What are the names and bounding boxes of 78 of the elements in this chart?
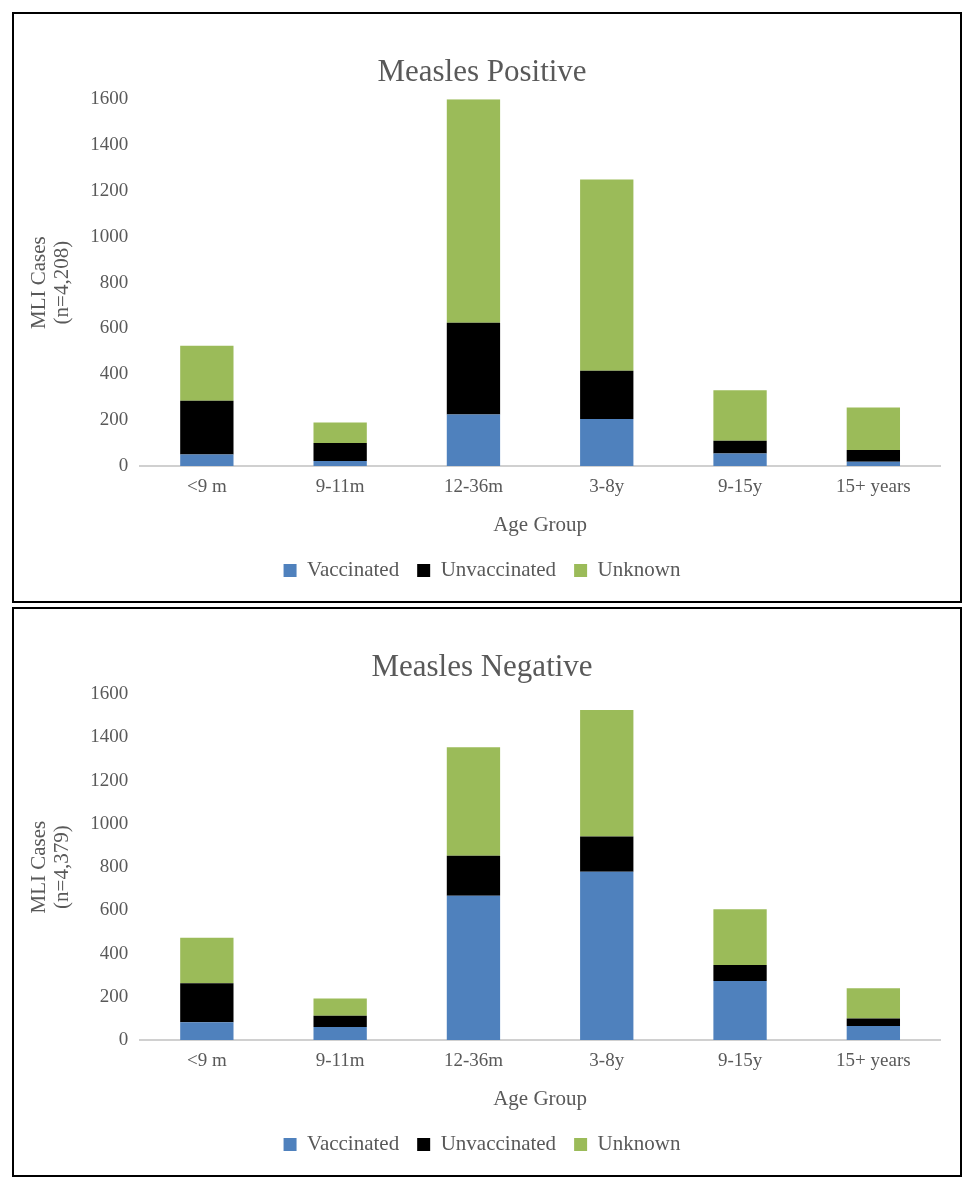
legend-label: Unvaccinated (440, 557, 557, 582)
y-tick-label: 600 (99, 316, 129, 338)
y-tick-label: 1000 (90, 224, 129, 246)
y-tick-label: 800 (99, 270, 129, 292)
y-tick-label: 200 (99, 408, 129, 430)
bar (846, 988, 901, 1019)
chart-title: Measles Negative (371, 647, 593, 683)
x-tick-label: 9-15y (717, 475, 763, 497)
bar (446, 747, 501, 856)
bar (580, 370, 634, 419)
x-tick-label: 3-8y (589, 475, 625, 497)
y-axis-title: MLI Cases (n=4,208) (26, 236, 74, 329)
bar (313, 422, 367, 444)
legend-label: Unvaccinated (440, 1131, 557, 1156)
bar (313, 1015, 367, 1028)
bar (846, 1025, 901, 1040)
bar (713, 390, 767, 441)
bar (446, 414, 501, 466)
legend-label: Vaccinated (307, 557, 400, 582)
bar (313, 998, 367, 1016)
y-tick-label: 1600 (90, 87, 129, 109)
y-tick-label: 1000 (90, 811, 129, 833)
y-tick-label: 400 (99, 362, 129, 384)
bar (180, 983, 234, 1023)
bar (313, 460, 367, 466)
y-tick-label: 1400 (90, 725, 129, 747)
y-tick-label: 1400 (90, 133, 129, 155)
bar (580, 709, 634, 837)
y-tick-label: 600 (99, 898, 129, 920)
bar (846, 461, 901, 466)
bar (180, 1022, 234, 1040)
x-tick-label: 9-11m (315, 475, 365, 497)
bar (180, 345, 234, 401)
bar (580, 871, 634, 1040)
bar (446, 99, 501, 323)
x-axis-title: Age Group (493, 1085, 588, 1110)
bar (846, 1018, 901, 1026)
y-tick-label: 400 (99, 941, 129, 963)
y-tick-label: 1200 (90, 768, 129, 790)
x-tick-label: 3-8y (589, 1049, 625, 1071)
x-tick-label: 15+ years (836, 1049, 911, 1071)
legend-label: Unknown (597, 557, 681, 582)
chart-title: Measles Positive (377, 52, 587, 88)
bar (580, 179, 634, 371)
bar (713, 981, 767, 1040)
bar (180, 400, 234, 455)
legend-label: Vaccinated (307, 1131, 400, 1156)
x-tick-label: 15+ years (836, 475, 911, 497)
bar (713, 965, 767, 981)
bar (713, 909, 767, 966)
bar (313, 1027, 367, 1040)
y-tick-label: 0 (118, 1027, 129, 1049)
x-tick-label: 12-36m (443, 1049, 504, 1071)
y-tick-label: 0 (118, 453, 129, 475)
bar (713, 453, 767, 466)
bar (446, 855, 501, 896)
y-axis-title: MLI Cases (n=4,379) (26, 820, 74, 914)
y-tick-label: 800 (99, 855, 129, 877)
x-tick-label: 12-36m (443, 475, 504, 497)
bar (580, 836, 634, 872)
bar (846, 449, 901, 462)
bar (180, 454, 234, 466)
bar (446, 322, 501, 415)
legend-label: Unknown (597, 1131, 681, 1156)
bar (313, 443, 367, 461)
y-tick-label: 200 (99, 984, 129, 1006)
x-tick-label: <9 m (186, 1049, 227, 1071)
y-tick-label: 1600 (90, 682, 129, 704)
bar (446, 895, 501, 1040)
bar (180, 937, 234, 984)
x-axis-title: Age Group (493, 511, 588, 536)
bar (846, 407, 901, 450)
bar (713, 440, 767, 454)
x-tick-label: 9-15y (717, 1049, 763, 1071)
bar (580, 419, 634, 466)
x-tick-label: 9-11m (315, 1049, 365, 1071)
x-tick-label: <9 m (186, 475, 227, 497)
y-tick-label: 1200 (90, 178, 129, 200)
